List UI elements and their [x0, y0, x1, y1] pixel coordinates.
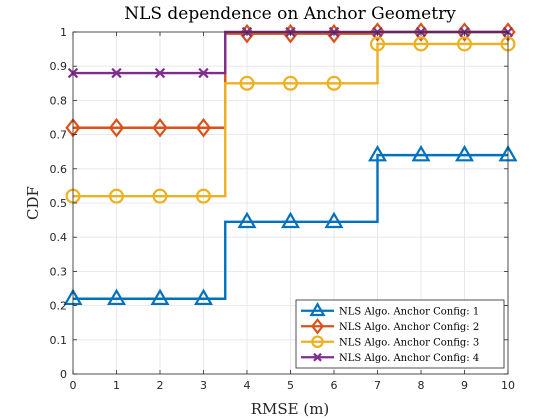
x-tick-label: 5 — [287, 379, 294, 392]
triangle-marker — [309, 302, 326, 317]
y-tick-label: 0.9 — [50, 60, 68, 73]
triangle-marker — [193, 288, 214, 306]
y-tick-label: 1 — [60, 26, 67, 39]
x-tick-label: 3 — [200, 379, 207, 392]
circle-marker — [311, 335, 324, 349]
y-tick-label: 0.6 — [50, 163, 68, 176]
diamond-marker — [195, 117, 212, 138]
x-tick-label: 8 — [418, 379, 425, 392]
circle-marker — [196, 188, 212, 204]
y-tick-label: 0.7 — [50, 129, 68, 142]
y-tick-label: 0.1 — [50, 334, 68, 347]
y-tick-label: 0.3 — [50, 265, 68, 278]
x-axis-label: RMSE (m) — [251, 400, 330, 418]
y-tick-label: 0.8 — [50, 94, 68, 107]
legend-label: NLS Algo. Anchor Config: 1 — [339, 306, 479, 317]
circle-marker — [326, 75, 342, 91]
legend-label: NLS Algo. Anchor Config: 4 — [339, 353, 479, 364]
triangle-marker — [280, 211, 301, 229]
x-marker — [198, 67, 209, 79]
triangle-marker — [454, 144, 475, 162]
diamond-marker — [152, 117, 168, 138]
x-tick-label: 7 — [374, 379, 381, 392]
circle-marker — [457, 36, 473, 52]
legend-item: NLS Algo. Anchor Config: 4 — [301, 353, 479, 364]
x-marker — [154, 67, 166, 79]
diamond-marker — [311, 317, 324, 335]
series-1 — [63, 144, 518, 306]
plot-area: 0 1 2 3 4 5 6 7 8 9 10 0 0.1 0.2 0.3 0.4 0.5 0.6 0.7 0.8 0.9… — [50, 22, 518, 392]
circle-marker — [152, 188, 168, 204]
triangle-marker — [324, 211, 344, 229]
y-axis-label: CDF — [24, 186, 42, 220]
circle-marker — [370, 36, 386, 52]
diamond-marker — [108, 117, 125, 138]
x-tick-label: 9 — [461, 379, 468, 392]
x-tick-label: 6 — [331, 379, 338, 392]
legend-label: NLS Algo. Anchor Config: 2 — [339, 322, 479, 333]
x-tick-label: 4 — [244, 379, 251, 392]
y-tick-label: 0 — [60, 368, 67, 381]
y-tick-label: 0.2 — [50, 300, 68, 313]
x-tick-label: 0 — [70, 379, 77, 392]
circle-marker — [239, 75, 255, 91]
triangle-marker — [106, 288, 127, 306]
triangle-marker — [237, 211, 257, 229]
triangle-marker — [411, 144, 431, 162]
legend: NLS Algo. Anchor Config: 1 NLS Algo. Anch… — [295, 299, 505, 369]
y-tick-label: 0.5 — [50, 197, 68, 210]
x-tick-label: 1 — [113, 379, 120, 392]
axis-ticks: 0 1 2 3 4 5 6 7 8 9 10 0 0.1 0.2 0.3 0.4 0.5 0.6 0.7 0.8 0.9… — [50, 26, 516, 392]
legend-item: NLS Algo. Anchor Config: 1 — [301, 302, 479, 317]
triangle-marker — [150, 288, 170, 306]
legend-label: NLS Algo. Anchor Config: 3 — [339, 337, 479, 348]
x-marker — [313, 352, 322, 362]
x-tick-label: 10 — [501, 379, 515, 392]
x-marker — [111, 67, 122, 79]
circle-marker — [108, 188, 124, 204]
circle-marker — [413, 36, 429, 52]
chart-title: NLS dependence on Anchor Geometry — [124, 4, 456, 24]
legend-item: NLS Algo. Anchor Config: 2 — [301, 317, 479, 335]
legend-item: NLS Algo. Anchor Config: 3 — [301, 335, 479, 349]
circle-marker — [283, 75, 299, 91]
triangle-marker — [367, 144, 388, 162]
series-line — [73, 42, 508, 198]
y-tick-label: 0.4 — [50, 231, 68, 244]
x-tick-label: 2 — [157, 379, 164, 392]
